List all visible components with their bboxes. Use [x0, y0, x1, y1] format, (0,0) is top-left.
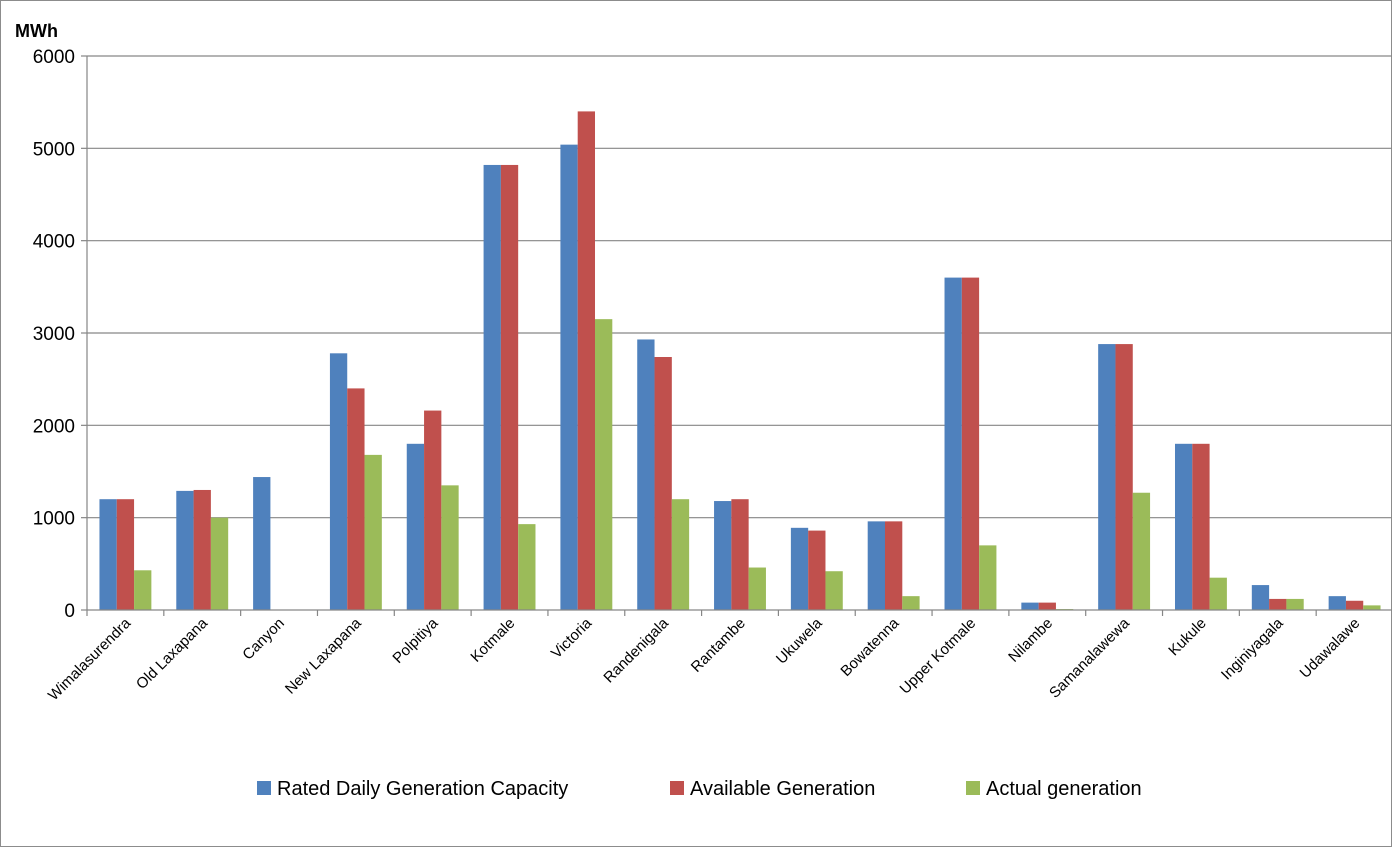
- bar: [1192, 443, 1210, 610]
- x-category-label: Victoria: [548, 614, 596, 662]
- legend-swatch: [670, 781, 684, 795]
- y-tick-label: 1000: [33, 509, 75, 530]
- bar: [595, 319, 613, 610]
- x-category-label: Kotmale: [467, 615, 518, 666]
- legend-label: Rated Daily Generation Capacity: [277, 778, 568, 800]
- x-category-label: Ukuwela: [773, 614, 826, 667]
- bar: [1345, 600, 1364, 610]
- x-category-label: Nilambe: [1005, 615, 1056, 666]
- bar: [210, 517, 229, 610]
- bar: [1115, 344, 1133, 610]
- bar: [329, 353, 348, 610]
- bar: [1132, 492, 1151, 610]
- bar: [176, 490, 194, 610]
- x-category-label: Kukule: [1165, 615, 1209, 659]
- y-tick-label: 3000: [33, 324, 75, 345]
- legend-swatch: [257, 781, 271, 795]
- bar: [406, 443, 425, 610]
- x-category-label: Randenigala: [600, 614, 672, 686]
- bar: [483, 164, 501, 610]
- bar: [1251, 585, 1270, 610]
- x-category-label: Inginiyagala: [1218, 614, 1287, 683]
- y-tick-label: 2000: [33, 416, 75, 437]
- bar: [1021, 602, 1039, 610]
- x-category-label: Old Laxapana: [133, 614, 212, 693]
- bar: [790, 527, 809, 610]
- legend-label: Actual generation: [986, 778, 1142, 800]
- x-category-label: Wimalasurendra: [45, 614, 135, 704]
- bar: [347, 388, 365, 610]
- y-axis-ticks: 0 1000 2000 3000 4000 5000 6000: [33, 47, 87, 622]
- bar: [560, 144, 578, 610]
- bar: [364, 454, 382, 610]
- bar: [253, 477, 271, 610]
- bar: [518, 524, 536, 610]
- bar: [884, 521, 903, 610]
- bar: [944, 277, 962, 610]
- bar: [1286, 598, 1304, 610]
- bar: [671, 499, 690, 610]
- bar: [99, 499, 117, 610]
- bar: [1269, 598, 1287, 610]
- bar: [867, 521, 885, 610]
- bar: [424, 410, 442, 610]
- x-category-label: Upper Kotmale: [897, 615, 980, 698]
- x-category-label: Bowatenna: [837, 614, 903, 680]
- bar: [577, 111, 596, 611]
- x-category-label: Canyon: [239, 615, 288, 664]
- bar: [1209, 577, 1227, 610]
- legend-label: Available Generation: [690, 778, 875, 800]
- legend-swatch: [966, 781, 980, 795]
- bar: [1328, 596, 1346, 610]
- bar: [134, 570, 152, 610]
- bar: [116, 499, 135, 610]
- bar: [1038, 602, 1056, 610]
- x-category-label: Polpitiya: [389, 614, 442, 667]
- bar: [902, 596, 920, 610]
- x-category-label: Udawalawe: [1297, 615, 1364, 682]
- bar: [808, 530, 826, 610]
- y-tick-label: 5000: [33, 139, 75, 160]
- bar: [748, 567, 766, 610]
- bar: [1174, 443, 1193, 610]
- bar: [637, 339, 655, 610]
- y-axis-unit-label: MWh: [15, 21, 58, 41]
- y-tick-label: 0: [64, 601, 75, 622]
- bar: [714, 501, 732, 610]
- bar: [731, 499, 749, 610]
- legend: Rated Daily Generation Capacity Available…: [257, 778, 1142, 800]
- bar: [1098, 344, 1116, 610]
- bar: [961, 277, 980, 610]
- x-category-label: New Laxapana: [282, 614, 365, 697]
- bar: [1363, 605, 1381, 610]
- bar: [825, 571, 843, 610]
- x-category-label: Samanalawewa: [1046, 614, 1133, 701]
- x-category-label: Rantambe: [688, 615, 749, 676]
- bar: [500, 164, 519, 610]
- bar: [193, 489, 211, 610]
- axes: [86, 56, 1392, 616]
- y-tick-label: 6000: [33, 47, 75, 68]
- bars: [99, 111, 1381, 611]
- bar: [654, 357, 672, 610]
- bar: [979, 545, 997, 610]
- bar: [441, 485, 459, 610]
- y-tick-label: 4000: [33, 232, 75, 253]
